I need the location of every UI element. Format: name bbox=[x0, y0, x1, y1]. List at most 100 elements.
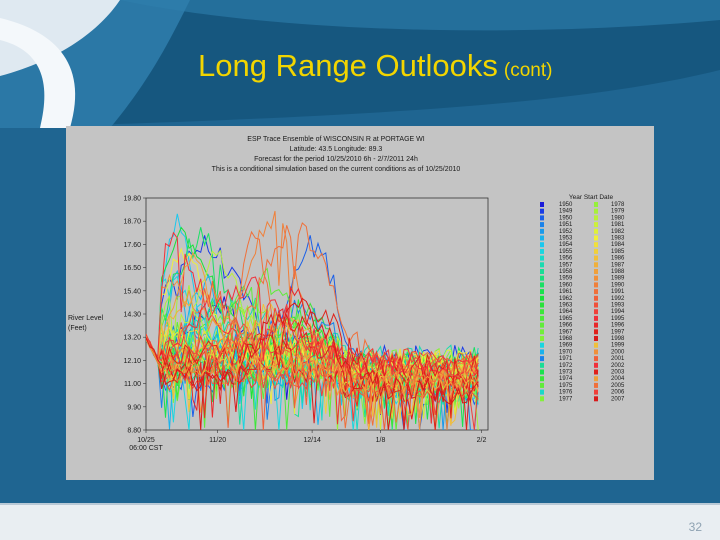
legend-swatch bbox=[540, 302, 544, 308]
legend-label: 1959 bbox=[559, 276, 573, 282]
legend-label: 2005 bbox=[611, 383, 625, 389]
x-sublabel: 06:00 CST bbox=[129, 445, 163, 452]
legend-swatch bbox=[540, 269, 544, 274]
legend-swatch bbox=[540, 275, 544, 281]
legend-label: 1992 bbox=[611, 296, 625, 302]
y-axis: 8.80 9.90 11.00 12.10 13.20 14.30 15.40 16.50 17… bbox=[123, 196, 146, 435]
legend-swatch bbox=[540, 248, 544, 254]
legend-label: 1997 bbox=[611, 329, 625, 335]
slide-title-main: Long Range Outlooks bbox=[198, 48, 498, 83]
chart-title-block: ESP Trace Ensemble of WISCONSIN R at POR… bbox=[212, 136, 461, 173]
legend-swatch bbox=[594, 349, 598, 355]
legend-swatch bbox=[594, 336, 598, 341]
legend-label: 1988 bbox=[611, 269, 625, 275]
legend-label: 2007 bbox=[611, 396, 625, 402]
legend-swatch bbox=[540, 396, 544, 402]
legend-swatch bbox=[540, 336, 544, 341]
header-swoosh-accent bbox=[120, 0, 720, 31]
y-tick-label: 17.60 bbox=[123, 242, 141, 249]
legend-label: 1983 bbox=[611, 236, 625, 242]
legend-swatch bbox=[594, 262, 598, 268]
legend-label: 2001 bbox=[611, 356, 625, 362]
legend-swatch bbox=[594, 215, 598, 221]
legend-swatch bbox=[594, 302, 598, 308]
legend-swatch bbox=[540, 376, 544, 382]
legend-swatch bbox=[594, 248, 598, 254]
legend-label: 1964 bbox=[559, 309, 573, 315]
legend-label: 1995 bbox=[611, 316, 625, 322]
slide-header-background bbox=[0, 0, 720, 128]
legend-swatch bbox=[540, 382, 544, 388]
legend-label: 1996 bbox=[611, 323, 625, 329]
legend-swatch bbox=[540, 342, 544, 348]
legend-swatch bbox=[540, 362, 544, 368]
page-number: 32 bbox=[688, 520, 702, 534]
legend-swatch bbox=[540, 289, 544, 295]
x-axis: 10/25 11/20 12/14 1/8 2/2 06:00 CST bbox=[129, 430, 486, 452]
legend-label: 1963 bbox=[559, 303, 573, 309]
legend-label: 1994 bbox=[611, 309, 625, 315]
legend-label: 2006 bbox=[611, 390, 625, 396]
header-swoosh-light bbox=[0, 0, 120, 76]
legend-swatch bbox=[594, 362, 598, 368]
legend-swatch bbox=[540, 295, 544, 301]
legend-label: 1953 bbox=[559, 236, 573, 242]
slide-footer bbox=[0, 505, 720, 540]
legend-label: 2003 bbox=[611, 370, 625, 376]
legend-label: 1950 bbox=[559, 215, 573, 221]
ensemble-chart: ESP Trace Ensemble of WISCONSIN R at POR… bbox=[68, 136, 625, 452]
x-tick-label: 1/8 bbox=[376, 437, 386, 444]
legend-swatch bbox=[540, 315, 544, 321]
legend-swatch bbox=[594, 389, 598, 395]
y-axis-label: River Level bbox=[68, 315, 103, 322]
ensemble-trace bbox=[146, 297, 479, 430]
legend-swatch bbox=[540, 202, 544, 207]
legend-swatch bbox=[594, 222, 598, 228]
slide-title-suffix: (cont) bbox=[503, 60, 553, 81]
legend-swatch bbox=[540, 322, 544, 328]
legend-label: 1976 bbox=[559, 390, 573, 396]
ensemble-trace bbox=[146, 230, 479, 429]
header-swoosh-dark bbox=[0, 0, 720, 128]
legend-swatch bbox=[594, 382, 598, 388]
legend-label: 1968 bbox=[559, 336, 573, 342]
legend-swatch bbox=[540, 369, 544, 375]
legend-swatch bbox=[540, 215, 544, 221]
legend-label: 1949 bbox=[559, 209, 573, 215]
legend-label: 1982 bbox=[611, 229, 625, 235]
legend-label: 1979 bbox=[611, 209, 625, 215]
y-tick-label: 15.40 bbox=[123, 288, 141, 295]
x-tick-label: 10/25 bbox=[137, 437, 155, 444]
legend-label: 2000 bbox=[611, 349, 625, 355]
legend-swatch bbox=[540, 208, 544, 214]
y-axis-label-unit: (Feet) bbox=[68, 325, 87, 332]
chart-title-line-4: This is a conditional simulation based o… bbox=[212, 166, 461, 173]
y-tick-label: 9.90 bbox=[127, 404, 141, 411]
legend-label: 1970 bbox=[559, 349, 573, 355]
legend-swatch bbox=[594, 342, 598, 348]
legend-swatch bbox=[594, 369, 598, 375]
legend-label: 1981 bbox=[611, 222, 625, 228]
legend-swatch bbox=[540, 222, 544, 228]
legend-label: 1967 bbox=[559, 329, 573, 335]
series-layer bbox=[146, 210, 479, 430]
legend-swatch bbox=[594, 255, 598, 261]
legend-label: 1954 bbox=[559, 242, 573, 248]
legend-swatch bbox=[594, 289, 598, 295]
ensemble-trace bbox=[146, 231, 479, 425]
legend-label: 1989 bbox=[611, 276, 625, 282]
legend-swatch bbox=[594, 315, 598, 321]
legend-swatch bbox=[540, 255, 544, 261]
footer-divider bbox=[0, 503, 720, 506]
x-tick-label: 12/14 bbox=[303, 437, 321, 444]
legend-swatch bbox=[594, 282, 598, 288]
legend-swatch bbox=[540, 228, 544, 234]
legend-label: 1998 bbox=[611, 336, 625, 342]
legend-label: 1978 bbox=[611, 202, 625, 208]
legend-swatch bbox=[594, 275, 598, 281]
legend-label: 1975 bbox=[559, 383, 573, 389]
legend-label: 1962 bbox=[559, 296, 573, 302]
legend-label: 1984 bbox=[611, 242, 625, 248]
legend-swatch bbox=[594, 269, 598, 274]
legend-swatch bbox=[540, 389, 544, 395]
